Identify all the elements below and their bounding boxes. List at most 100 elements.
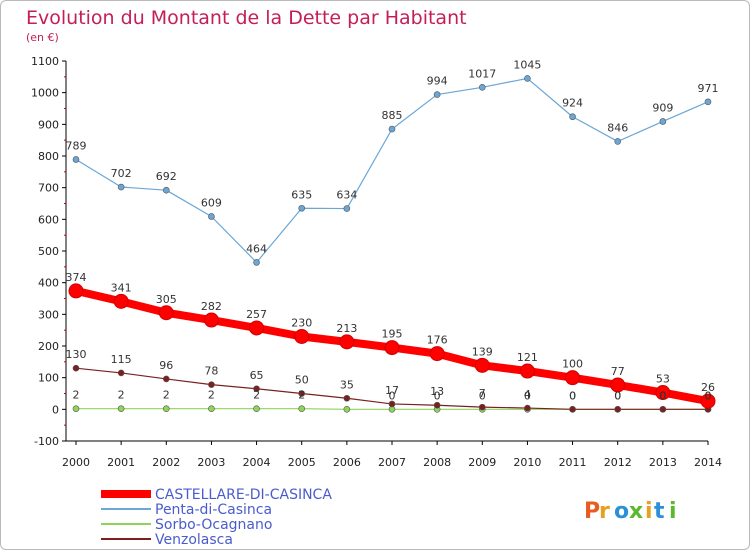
data-point — [478, 403, 486, 411]
chart-unit: (en €) — [26, 31, 59, 44]
data-label: 846 — [607, 121, 628, 134]
data-point — [524, 404, 531, 412]
data-label: 909 — [652, 101, 673, 114]
x-tick-label: 2006 — [333, 456, 361, 469]
data-label: 924 — [562, 97, 583, 110]
logo-letter: r — [599, 499, 610, 524]
legend-label: CASTELLARE-DI-CASINCA — [155, 487, 332, 503]
data-label: 13 — [430, 385, 444, 398]
legend-label: Penta-di-Casinca — [155, 502, 272, 518]
data-label: 0 — [389, 389, 396, 402]
data-point — [343, 394, 351, 402]
data-label: 130 — [66, 348, 87, 361]
y-tick-label: 1000 — [31, 87, 59, 100]
x-tick-label: 2003 — [197, 456, 225, 469]
x-tick-label: 2007 — [378, 456, 406, 469]
x-tick-label: 2002 — [152, 456, 180, 469]
data-point — [158, 305, 174, 321]
data-point — [113, 293, 129, 309]
data-label: 230 — [291, 317, 312, 330]
logo-letter: o — [614, 499, 629, 524]
data-point — [659, 118, 667, 125]
y-tick-label: 300 — [38, 308, 59, 321]
data-label: 0 — [524, 389, 531, 402]
data-point — [659, 406, 667, 413]
data-label: 115 — [111, 353, 132, 366]
data-label: 121 — [517, 351, 538, 364]
data-point — [433, 401, 441, 409]
data-point — [117, 183, 125, 191]
data-point — [655, 385, 671, 401]
data-point — [208, 213, 215, 220]
data-label: 464 — [246, 242, 267, 255]
data-point — [610, 377, 626, 393]
data-label: 341 — [111, 281, 132, 294]
data-label: 65 — [250, 369, 264, 382]
data-point — [474, 357, 490, 373]
data-point — [208, 405, 215, 413]
logo-letter: i — [645, 499, 653, 524]
data-point — [388, 400, 396, 408]
data-label: 139 — [472, 345, 493, 358]
data-point — [294, 329, 310, 344]
data-label: 53 — [656, 373, 670, 386]
axes: -100010020030040050060070080090010001100… — [31, 55, 722, 469]
data-label: 7 — [479, 387, 486, 400]
data-point — [700, 393, 716, 409]
data-point — [343, 406, 351, 413]
y-tick-label: 500 — [38, 245, 59, 258]
data-point — [117, 369, 125, 377]
x-tick-label: 2005 — [288, 456, 316, 469]
data-point — [519, 363, 535, 379]
data-label: 702 — [111, 167, 132, 180]
data-label: 0 — [479, 389, 486, 402]
data-label: 0 — [434, 389, 441, 402]
y-tick-label: 700 — [38, 182, 59, 195]
data-label: 26 — [701, 381, 715, 394]
x-tick-label: 2011 — [559, 456, 587, 469]
data-label: 176 — [427, 334, 448, 347]
y-tick-label: 1100 — [31, 55, 59, 68]
data-point — [162, 186, 170, 194]
data-label: 2 — [118, 389, 125, 402]
x-tick-label: 2004 — [243, 456, 271, 469]
data-label: 0 — [705, 389, 712, 402]
data-label: 257 — [246, 308, 267, 321]
x-tick-label: 2013 — [649, 456, 677, 469]
data-point — [614, 138, 622, 145]
data-label: 885 — [382, 109, 403, 122]
data-label: 0 — [659, 389, 666, 402]
data-label: 195 — [382, 328, 403, 341]
data-label: 0 — [705, 389, 712, 402]
data-point — [203, 312, 219, 328]
data-point — [253, 405, 260, 413]
logo-letter: t — [654, 499, 665, 524]
data-point — [569, 113, 576, 121]
data-label: 374 — [66, 271, 87, 284]
series-layer — [68, 75, 716, 413]
data-point — [614, 406, 622, 413]
legend: CASTELLARE-DI-CASINCAPenta-di-CasincaSor… — [101, 487, 332, 548]
data-label: 635 — [291, 188, 312, 201]
data-label: 1017 — [468, 67, 496, 80]
x-tick-label: 2012 — [604, 456, 632, 469]
data-label: 0 — [569, 389, 576, 402]
data-label: 282 — [201, 300, 222, 313]
x-tick-label: 2008 — [423, 456, 451, 469]
data-point — [429, 346, 445, 362]
legend-label: Venzolasca — [155, 532, 233, 548]
data-label: 1045 — [513, 58, 541, 71]
y-tick-label: 200 — [38, 340, 59, 353]
data-label: 4 — [524, 388, 531, 401]
data-label: 100 — [562, 358, 583, 371]
x-tick-label: 2014 — [694, 456, 722, 469]
data-point — [249, 320, 265, 336]
y-tick-label: 400 — [38, 277, 59, 290]
data-label: 2 — [298, 389, 305, 402]
proxiti-logo: Pr o x i t i — [584, 499, 677, 524]
y-tick-label: -100 — [34, 435, 59, 448]
data-label: 2 — [163, 389, 170, 402]
data-label: 2 — [253, 389, 260, 402]
data-point — [388, 125, 396, 133]
